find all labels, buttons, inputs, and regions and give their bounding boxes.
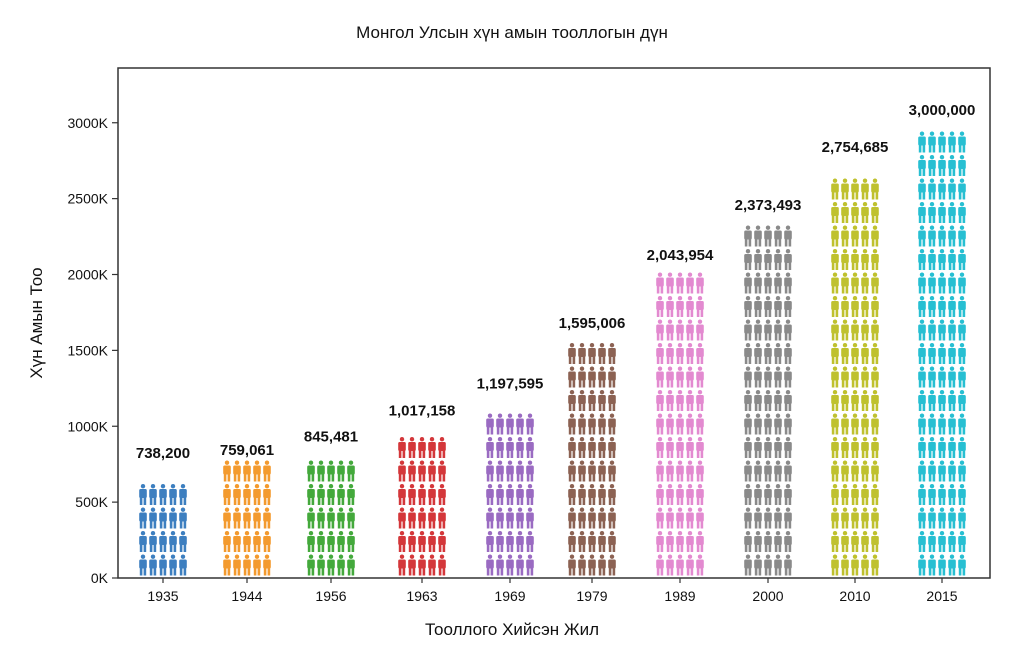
y-axis-label: Хүн Амын Тоо xyxy=(27,267,46,378)
y-tick-label: 0K xyxy=(91,570,109,586)
value-label-1989: 2,043,954 xyxy=(647,247,714,264)
x-tick-label-1944: 1944 xyxy=(231,588,262,604)
x-tick-label-2015: 2015 xyxy=(926,588,957,604)
y-tick-label: 2000K xyxy=(68,267,109,283)
x-tick-label-2010: 2010 xyxy=(839,588,870,604)
value-label-1979: 1,595,006 xyxy=(559,315,626,332)
value-label-1963: 1,017,158 xyxy=(389,403,456,420)
x-tick-label-1935: 1935 xyxy=(147,588,178,604)
x-tick-label-1979: 1979 xyxy=(576,588,607,604)
bar-1989 xyxy=(656,272,704,576)
y-tick-label: 500K xyxy=(75,494,108,510)
value-label-2000: 2,373,493 xyxy=(735,197,802,214)
x-tick-label-2000: 2000 xyxy=(752,588,783,604)
bar-2010 xyxy=(831,178,879,576)
value-label-2010: 2,754,685 xyxy=(822,139,889,156)
value-label-1935: 738,200 xyxy=(136,445,190,462)
value-label-2015: 3,000,000 xyxy=(909,102,976,119)
bar-1969 xyxy=(486,413,534,576)
x-axis-label: Тооллого Хийсэн Жил xyxy=(425,620,599,639)
x-tick-label-1989: 1989 xyxy=(664,588,695,604)
value-label-1944: 759,061 xyxy=(220,442,274,459)
bar-1963 xyxy=(398,437,446,576)
bar-1956 xyxy=(307,460,355,576)
bar-2000 xyxy=(744,225,792,576)
bar-1935 xyxy=(139,484,187,576)
plot-frame xyxy=(117,67,991,579)
x-tick-label-1969: 1969 xyxy=(494,588,525,604)
value-label-1969: 1,197,595 xyxy=(477,375,544,392)
x-tick-label-1956: 1956 xyxy=(315,588,346,604)
y-tick-label: 3000K xyxy=(68,115,109,131)
y-tick-label: 2500K xyxy=(68,191,109,207)
value-label-1956: 845,481 xyxy=(304,429,358,446)
bar-2015 xyxy=(918,131,966,576)
chart-title: Монгол Улсын хүн амын тооллогын дүн xyxy=(356,23,668,42)
y-tick-label: 1500K xyxy=(68,342,109,358)
x-tick-label-1963: 1963 xyxy=(406,588,437,604)
bar-1979 xyxy=(568,343,616,576)
y-tick-label: 1000K xyxy=(68,418,109,434)
bar-1944 xyxy=(223,460,271,576)
